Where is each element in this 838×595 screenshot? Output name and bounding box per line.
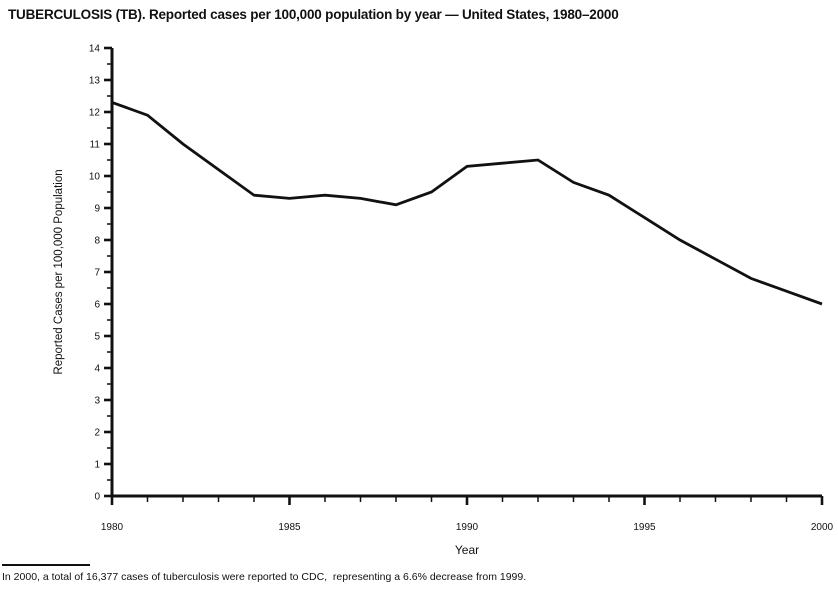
y-tick-label: 8 [94, 236, 100, 247]
y-tick-label: 14 [89, 44, 101, 55]
y-axis-title: Reported Cases per 100,000 Population [53, 169, 65, 374]
y-tick-label: 9 [94, 204, 100, 215]
x-tick-label: 1985 [278, 522, 301, 533]
y-tick-label: 1 [94, 460, 100, 471]
footnote-text: In 2000, a total of 16,377 cases of tube… [2, 571, 527, 583]
axis-spine [110, 48, 822, 498]
figure-title: TUBERCULOSIS (TB). Reported cases per 10… [8, 7, 619, 22]
x-axis-title: Year [455, 543, 479, 557]
tb-rate-line [111, 101, 823, 306]
y-tick-label: 10 [89, 172, 101, 183]
y-tick-label: 11 [90, 140, 101, 151]
y-tick-label: 0 [94, 492, 100, 503]
y-tick-label: 7 [94, 268, 100, 279]
y-tick-label: 5 [94, 332, 100, 343]
x-tick-label: 2000 [811, 522, 834, 533]
y-tick-label: 6 [94, 300, 100, 311]
footnote-rule [2, 564, 90, 566]
y-tick-label: 2 [94, 428, 100, 439]
y-tick-label: 13 [89, 76, 101, 87]
y-tick-label: 12 [89, 108, 101, 119]
y-tick-label: 4 [94, 364, 100, 375]
x-tick-label: 1980 [101, 522, 124, 533]
x-tick-label: 1995 [633, 522, 656, 533]
y-tick-label: 3 [94, 396, 100, 407]
x-tick-label: 1990 [456, 522, 479, 533]
